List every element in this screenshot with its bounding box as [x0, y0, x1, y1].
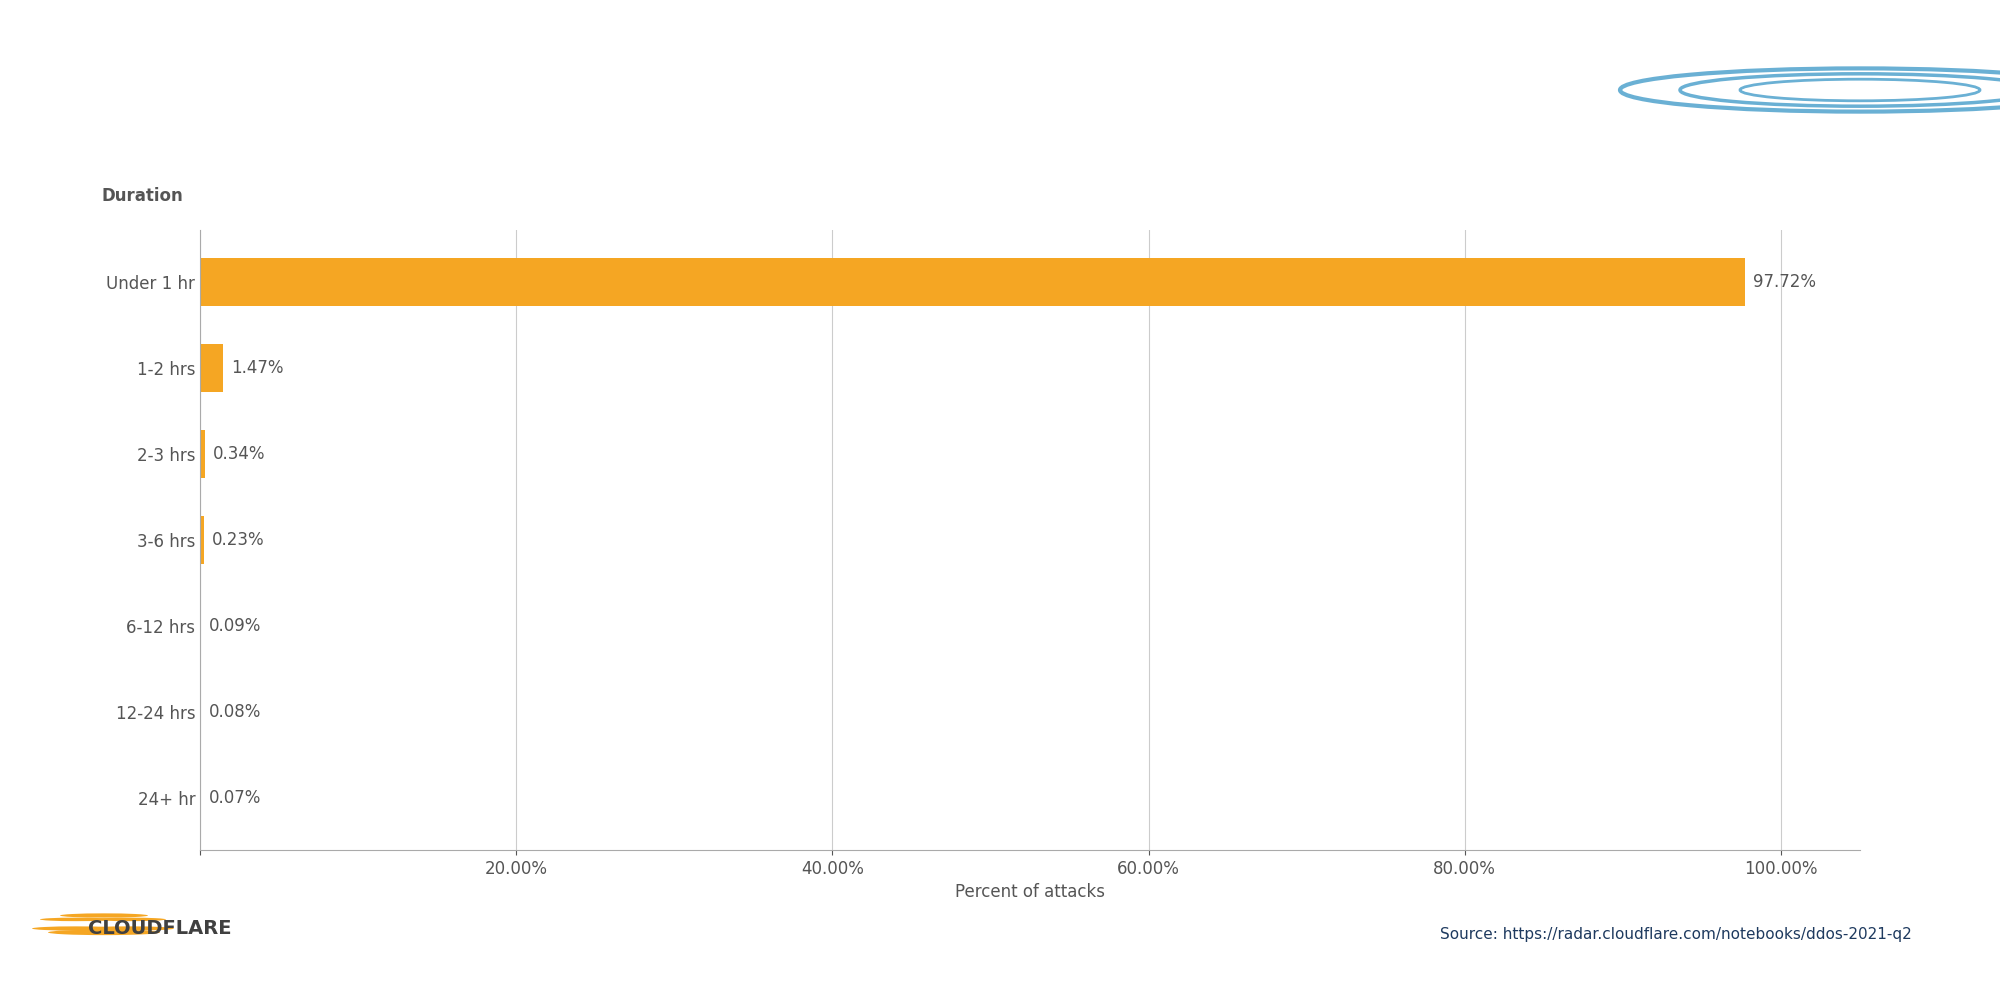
X-axis label: Percent of attacks: Percent of attacks [956, 883, 1104, 901]
Bar [200, 344, 224, 392]
Text: 0.23%: 0.23% [212, 531, 264, 549]
Ellipse shape [86, 926, 174, 931]
Text: 0.09%: 0.09% [210, 617, 262, 635]
Text: Duration: Duration [102, 187, 184, 205]
Ellipse shape [40, 918, 112, 921]
Ellipse shape [48, 930, 160, 935]
Text: Network-layer DDoS attacks: Distribution by duration: Network-layer DDoS attacks: Distribution… [60, 73, 1154, 107]
Bar [200, 258, 1744, 306]
Text: 1.47%: 1.47% [232, 359, 284, 377]
Ellipse shape [60, 913, 148, 918]
Ellipse shape [94, 918, 166, 921]
Text: Source: https://radar.cloudflare.com/notebooks/ddos-2021-q2: Source: https://radar.cloudflare.com/not… [1440, 928, 1912, 942]
Text: 0.07%: 0.07% [210, 789, 262, 807]
Text: 97.72%: 97.72% [1752, 273, 1816, 291]
Bar [200, 516, 204, 564]
Text: 0.34%: 0.34% [214, 445, 266, 463]
Bar [200, 430, 206, 478]
Text: 0.08%: 0.08% [210, 703, 262, 721]
Text: CLOUDFLARE: CLOUDFLARE [88, 919, 232, 938]
Ellipse shape [32, 926, 120, 931]
